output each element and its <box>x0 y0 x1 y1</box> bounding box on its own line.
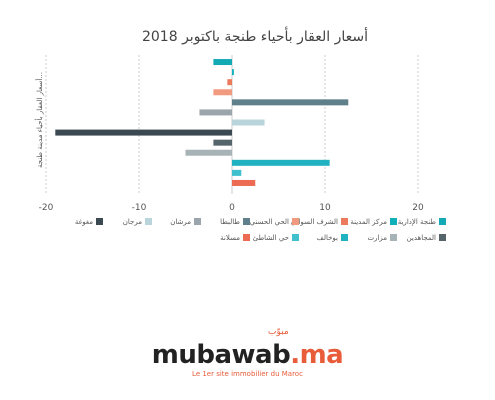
bar <box>232 99 349 106</box>
bar <box>199 109 232 116</box>
legend-label: بوخالف <box>317 234 338 242</box>
legend-swatch <box>341 218 348 225</box>
legend-label: مرجان <box>123 218 142 226</box>
legend-item: مغوغة <box>75 218 103 226</box>
chart-title: أسعار العقار بأحياء طنجة باكتوبر 2018 <box>142 26 368 45</box>
x-tick-label: -20 <box>39 203 54 213</box>
legend-swatch <box>390 218 397 225</box>
brand-arabic: مبوّب <box>268 327 289 337</box>
legend-label: مغوغة <box>75 218 93 226</box>
legend-swatch <box>96 218 103 225</box>
legend-label: مركز المدينة <box>350 218 387 226</box>
legend-label: الحي الحسني <box>250 218 289 226</box>
legend-item: بوخالف <box>317 234 348 242</box>
bar <box>232 69 234 76</box>
legend-swatch <box>292 218 299 225</box>
brand-logo: mubawab.ma <box>0 340 495 370</box>
legend-label: مزارت <box>367 234 387 242</box>
bar <box>232 169 242 176</box>
legend-swatch <box>292 234 299 241</box>
legend-swatch <box>341 234 348 241</box>
y-axis-label: أسعار العقار بأحياء مدينة طنجة... <box>34 72 44 168</box>
legend-item: الحي الحسني <box>250 218 299 226</box>
bar <box>232 159 330 166</box>
x-axis-ticks: -20 -10 0 10 20 <box>39 203 424 213</box>
bar <box>213 59 232 66</box>
legend-item: مركز المدينة <box>350 218 397 226</box>
brand-tld: .ma <box>290 340 344 370</box>
legend-item: طنجة الإدارية <box>398 218 446 226</box>
legend-item: طالبطا <box>220 218 250 226</box>
legend-swatch <box>145 218 152 225</box>
legend-item: مرجان <box>123 218 152 226</box>
x-tick-label: 20 <box>412 203 424 213</box>
bar <box>213 89 232 96</box>
x-tick-label: 10 <box>319 203 331 213</box>
legend-item: مسلانة <box>220 234 250 242</box>
bars <box>55 59 349 186</box>
legend-label: مسلانة <box>220 234 240 242</box>
legend-label: مرشان <box>170 218 191 226</box>
bar <box>232 119 265 126</box>
legend-swatch <box>390 234 397 241</box>
bar <box>55 129 232 136</box>
legend-item: المجاهدين <box>407 234 446 242</box>
x-tick-label: -10 <box>132 203 147 213</box>
brand-name: mubawab <box>151 340 291 370</box>
legend-swatch <box>243 218 250 225</box>
x-tick-label: 0 <box>229 203 235 213</box>
bar <box>227 79 232 86</box>
bar <box>213 139 232 146</box>
legend-swatch <box>439 234 446 241</box>
legend-swatch <box>439 218 446 225</box>
legend-item: الشرف السواني <box>291 218 348 226</box>
legend-label: حي الشاطئ <box>253 234 289 242</box>
legend-label: طنجة الإدارية <box>398 218 437 226</box>
legend-item: حي الشاطئ <box>253 234 299 242</box>
bar <box>232 179 256 186</box>
legend-label: طالبطا <box>220 218 240 226</box>
brand-tagline: Le 1er site immobilier du Maroc <box>192 370 303 378</box>
legend-label: الشرف السواني <box>291 218 338 226</box>
legend-item: مرشان <box>170 218 201 226</box>
bar <box>185 149 232 156</box>
legend-label: المجاهدين <box>407 234 436 242</box>
legend-swatch <box>243 234 250 241</box>
legend-item: مزارت <box>367 234 397 242</box>
legend-swatch <box>194 218 201 225</box>
